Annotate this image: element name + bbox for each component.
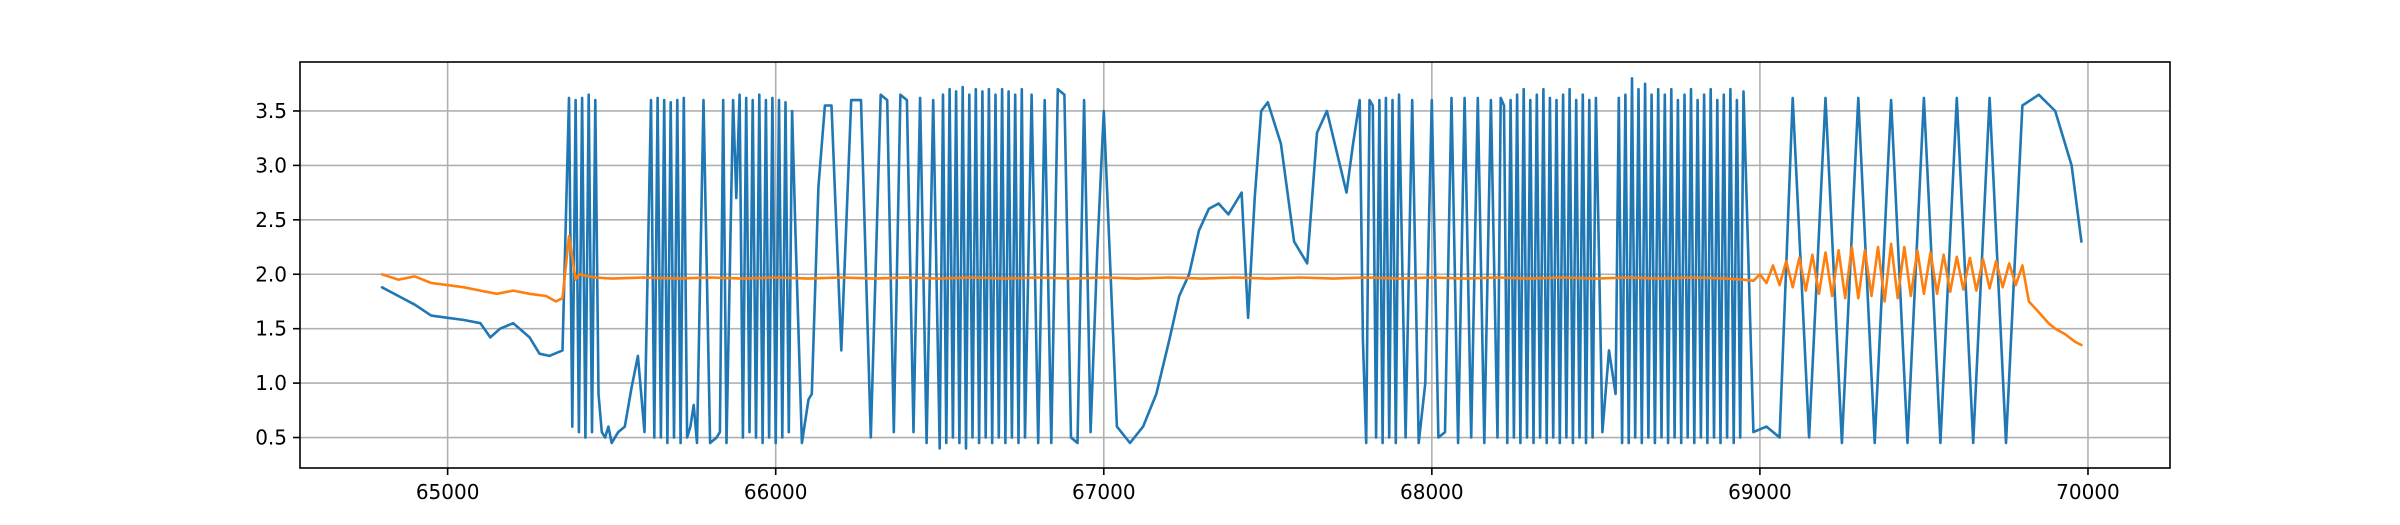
- y-tick-label: 2.5: [255, 208, 287, 232]
- series-line-2: [380, 234, 2083, 347]
- x-tick-label: 69000: [1728, 480, 1792, 504]
- y-tick-label: 1.5: [255, 317, 287, 341]
- axes-frame: [299, 61, 2171, 469]
- x-tick-label: 70000: [2056, 480, 2120, 504]
- x-tick-label: 65000: [416, 480, 480, 504]
- series-line-1: [380, 77, 2083, 450]
- y-tick-label: 1.0: [255, 371, 287, 395]
- series-lines: [380, 77, 2083, 450]
- x-tick-label: 67000: [1072, 480, 1136, 504]
- y-tick-label: 3.5: [255, 99, 287, 123]
- y-tick-label: 2.0: [255, 262, 287, 286]
- axis-ticks: 65000 66000 67000 68000 69000 70000 0.5 1.0 1.5 2…: [255, 99, 2120, 504]
- x-tick-label: 68000: [1400, 480, 1464, 504]
- x-tick-label: 66000: [744, 480, 808, 504]
- y-tick-label: 3.0: [255, 153, 287, 177]
- y-tick-label: 0.5: [255, 426, 287, 450]
